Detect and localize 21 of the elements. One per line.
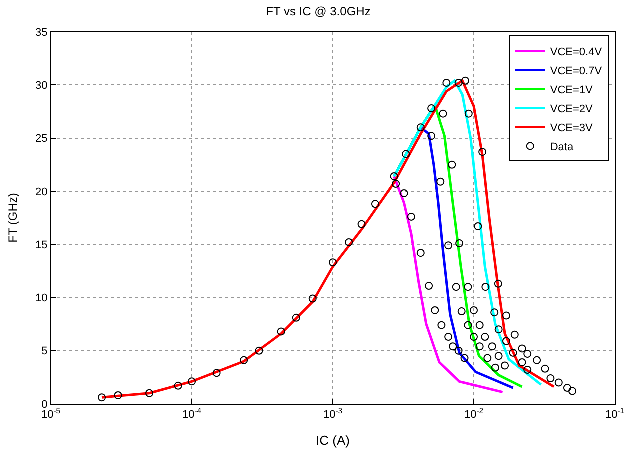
x-tick-label: 10$^{-3}$ <box>323 406 343 422</box>
y-tick-label: 20 <box>36 186 48 198</box>
y-tick-label: 5 <box>42 346 48 358</box>
legend-label: VCE=2V <box>550 104 594 116</box>
x-axis-title: IC (A) <box>316 432 350 448</box>
x-tick-label: 10$^{-1}$ <box>605 406 625 422</box>
legend-label: Data <box>550 142 574 154</box>
y-tick-label: 15 <box>36 239 48 252</box>
legend-label: VCE=0.7V <box>550 66 603 78</box>
y-tick-label: 0 <box>42 398 48 411</box>
legend-label: VCE=3V <box>550 122 594 135</box>
y-tick-label: 10 <box>36 292 48 305</box>
legend-label: VCE=0.4V <box>550 46 603 59</box>
y-tick-label: 35 <box>36 26 48 39</box>
y-axis-title: FT (GHz) <box>6 193 20 243</box>
x-tick-label: 10$^{-2}$ <box>464 406 484 422</box>
y-tick-label: 30 <box>36 80 48 92</box>
x-tick-label: 10$^{-4}$ <box>182 406 202 422</box>
chart-title: FT vs IC @ 3.0GHz <box>266 4 371 18</box>
y-tick-label: 25 <box>36 133 48 146</box>
legend-label: VCE=1V <box>550 84 594 97</box>
